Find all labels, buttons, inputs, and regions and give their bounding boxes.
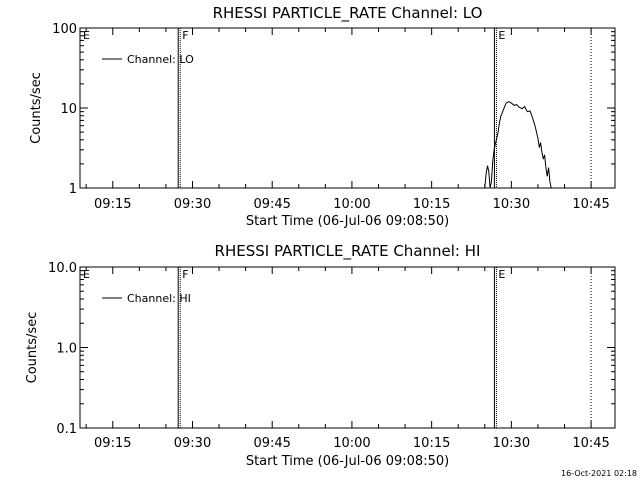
panel1-x-tick-label: 09:45 <box>253 197 290 212</box>
panel1-legend-label: Channel: LO <box>127 53 194 66</box>
footer-timestamp: 16-Oct-2021 02:18 <box>561 469 637 478</box>
panel1-marker-label: F <box>182 29 188 42</box>
panel1-y-tick-label: 1 <box>69 182 77 197</box>
panel2-y-tick-label: 1.0 <box>56 342 77 357</box>
panel2-marker-label: F <box>182 268 188 281</box>
panel2-marker-label: E <box>498 268 505 281</box>
panel2-y-axis-label: Counts/sec <box>25 312 40 384</box>
panel1-marker-label: E <box>498 29 505 42</box>
panel1-y-tick-label: 10 <box>60 102 77 117</box>
panel1-x-tick-label: 09:15 <box>94 197 131 212</box>
panel1-x-tick-label: 10:15 <box>413 197 450 212</box>
panel1-y-axis-label: Counts/sec <box>29 72 44 144</box>
panel2-marker-label: E <box>83 268 90 281</box>
panel1-series-line <box>484 101 552 189</box>
panel1-x-tick-label: 10:45 <box>572 197 609 212</box>
panel2-x-tick-label: 10:45 <box>572 436 609 451</box>
panel1-x-axis-label: Start Time (06-Jul-06 09:08:50) <box>246 214 449 229</box>
panel2-legend-label: Channel: HI <box>127 292 191 305</box>
panel2-x-tick-label: 09:15 <box>94 436 131 451</box>
panel1-title: RHESSI PARTICLE_RATE Channel: LO <box>213 4 483 23</box>
panel2-x-tick-label: 10:00 <box>333 436 370 451</box>
panel2-y-tick-label: 0.1 <box>56 422 77 437</box>
panel1-x-tick-label: 10:30 <box>493 197 530 212</box>
panel1-x-tick-label: 10:00 <box>333 197 370 212</box>
panel2-x-tick-label: 09:30 <box>174 436 211 451</box>
panel1-x-tick-label: 09:30 <box>174 197 211 212</box>
panel1-marker-label: E <box>83 29 90 42</box>
panel2-x-axis-label: Start Time (06-Jul-06 09:08:50) <box>246 454 449 469</box>
panel2-x-tick-label: 09:45 <box>253 436 290 451</box>
panel2-x-tick-label: 10:30 <box>493 436 530 451</box>
panel1-y-tick-label: 100 <box>52 22 77 37</box>
panel2-title: RHESSI PARTICLE_RATE Channel: HI <box>215 242 481 261</box>
panel2-x-tick-label: 10:15 <box>413 436 450 451</box>
panel2-y-tick-label: 10.0 <box>48 261 77 276</box>
